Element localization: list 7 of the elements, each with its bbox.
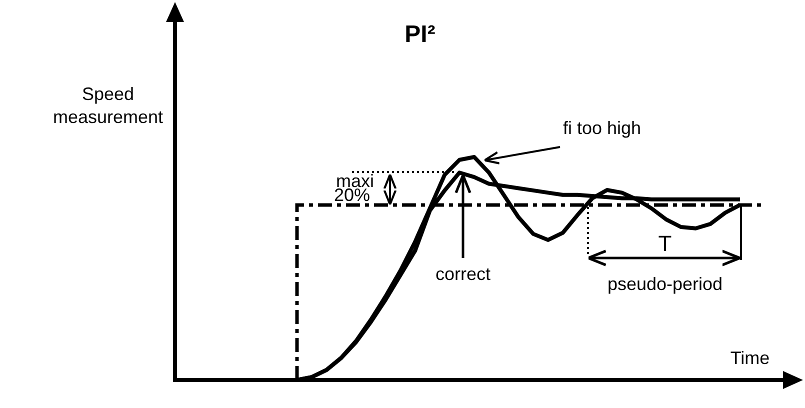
annotation: pseudo-period xyxy=(607,274,723,294)
annotation: T xyxy=(658,231,672,256)
text: fi too high xyxy=(562,118,642,138)
x-axis-title: Time xyxy=(730,348,770,368)
text: Speed measurement xyxy=(52,84,164,127)
chart-title: PI² xyxy=(404,21,436,48)
series-label: correct xyxy=(435,264,491,284)
